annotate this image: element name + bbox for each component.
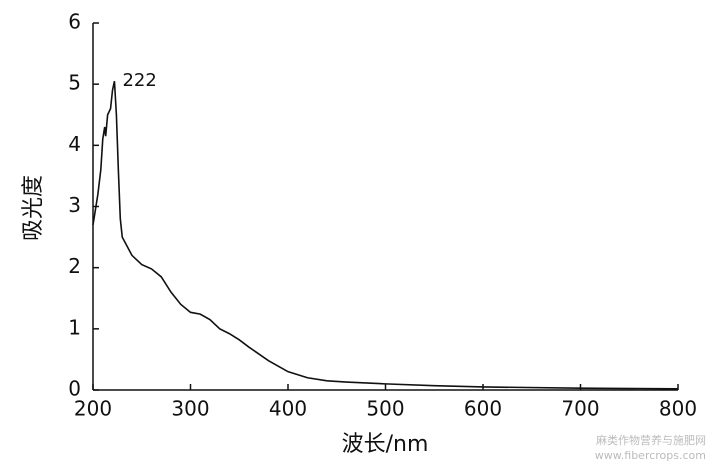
spectrum-line — [92, 80, 679, 390]
y-tick-label: 3 — [68, 193, 81, 217]
x-tick-label: 500 — [366, 397, 404, 421]
y-tick-label: 2 — [68, 254, 81, 278]
y-tick-label: 0 — [68, 377, 81, 401]
y-tick-label: 6 — [68, 10, 81, 34]
y-tick-label: 1 — [68, 315, 81, 339]
x-tick-label: 600 — [464, 397, 502, 421]
x-tick-label: 400 — [269, 397, 307, 421]
x-tick-label: 200 — [74, 397, 112, 421]
watermark: www.fibercrops.com — [595, 449, 706, 462]
y-axis-label: 吸光度 — [21, 175, 46, 241]
x-tick-label: 700 — [561, 397, 599, 421]
x-axis-label: 波长/nm — [342, 432, 429, 457]
x-tick-label: 800 — [659, 397, 697, 421]
y-tick-label: 4 — [68, 132, 81, 156]
y-tick-label: 5 — [68, 71, 81, 95]
peak-annotation: 222 — [122, 70, 156, 91]
x-tick-label: 300 — [171, 397, 209, 421]
watermark: 麻类作物营养与施肥网 — [596, 433, 706, 447]
